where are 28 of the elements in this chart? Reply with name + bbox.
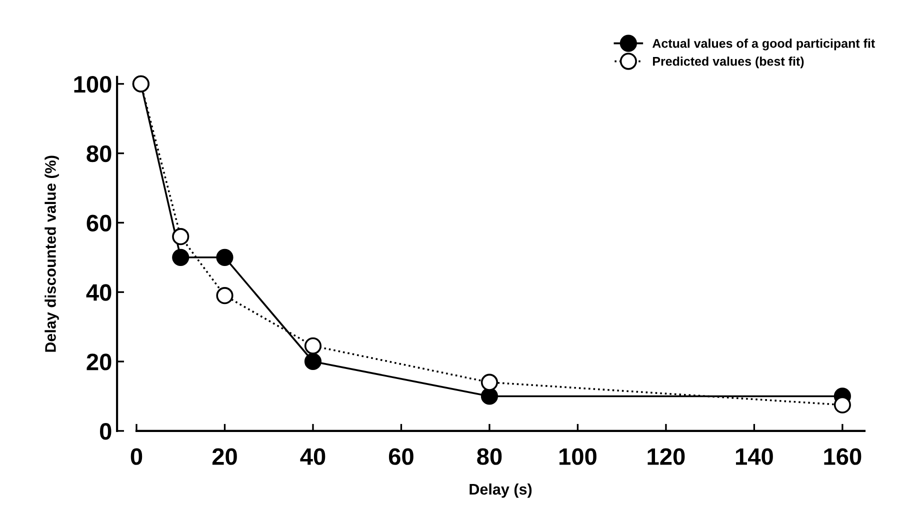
x-tick-label: 140	[736, 448, 773, 465]
point	[216, 248, 234, 266]
point	[834, 396, 851, 414]
x-tick-label: 100	[560, 448, 596, 465]
y-tick-label: 80	[86, 145, 112, 162]
y-tick-label: 60	[86, 214, 112, 232]
legend-label: Predicted values (best fit)	[653, 56, 804, 68]
legend-label: Actual values of a good participant fit	[652, 38, 875, 50]
y-tick-label: 40	[86, 284, 112, 301]
y-tick-label: 100	[74, 76, 112, 93]
point	[216, 287, 234, 304]
x-tick-label: 20	[212, 448, 237, 465]
y-tick-label: 20	[86, 354, 112, 370]
y-axis-title: Delay discounted value (%)	[44, 156, 59, 352]
point	[480, 374, 498, 391]
point	[480, 388, 498, 405]
point	[172, 248, 190, 266]
x-tick-label: 80	[477, 448, 502, 465]
y-tick-label: 0	[100, 422, 112, 440]
x-axis-title: Delay (s)	[470, 483, 532, 498]
x-tick-label: 120	[648, 448, 685, 465]
point	[304, 337, 322, 354]
point	[172, 228, 190, 246]
x-tick-label: 160	[824, 448, 862, 465]
point	[304, 352, 322, 370]
x-tick-label: 40	[300, 448, 326, 465]
x-tick-label: 0	[130, 448, 142, 465]
x-tick-label: 60	[388, 448, 414, 465]
